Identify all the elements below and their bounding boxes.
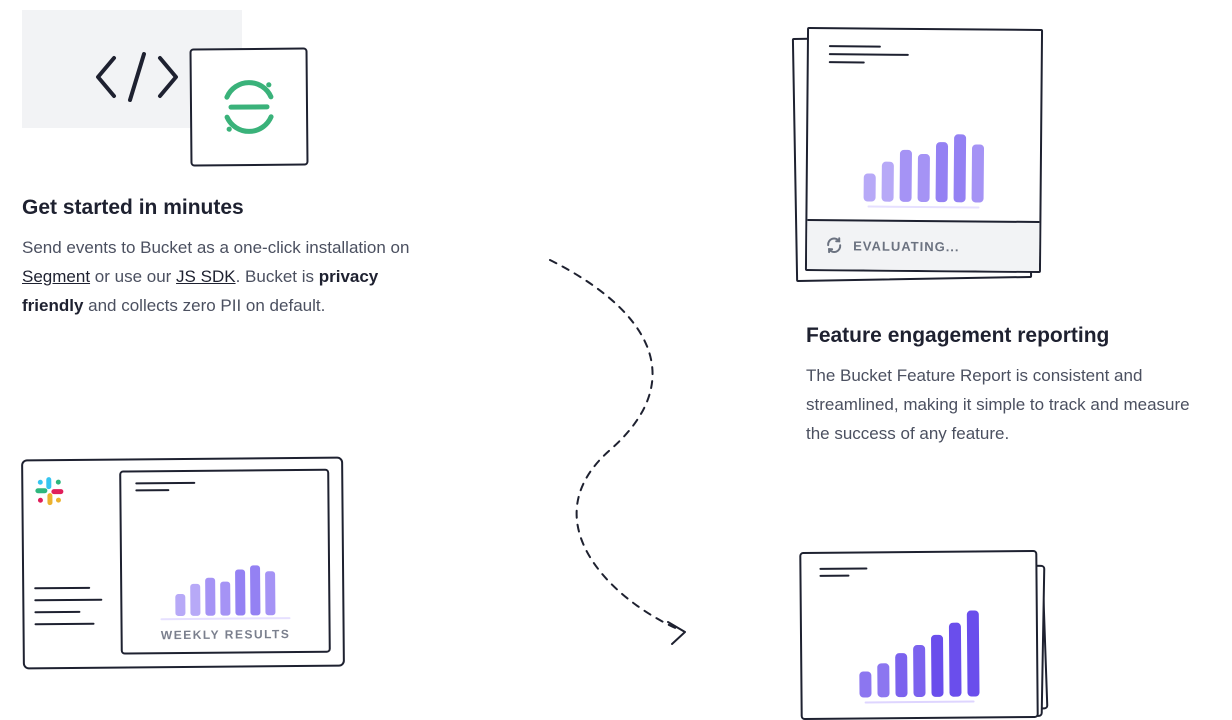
segment-icon: [215, 73, 284, 142]
left-body: Send events to Bucket as a one-click ins…: [22, 234, 442, 321]
slack-icon: [33, 475, 65, 507]
flow-arrow: [490, 250, 730, 650]
right-heading: Feature engagement reporting: [806, 324, 1208, 348]
icon-cluster: [22, 10, 442, 160]
body-text: or use our: [90, 267, 176, 286]
slack-card: WEEKLY RESULTS: [21, 457, 345, 670]
report-footer: EVALUATING...: [807, 219, 1039, 271]
segment-link[interactable]: Segment: [22, 267, 90, 286]
weekly-results-label: WEEKLY RESULTS: [123, 627, 329, 653]
right-body: The Bucket Feature Report is consistent …: [806, 362, 1208, 449]
body-text: Send events to Bucket as a one-click ins…: [22, 238, 409, 257]
left-heading: Get started in minutes: [22, 196, 442, 220]
slack-inner-card: WEEKLY RESULTS: [119, 469, 331, 655]
body-text: and collects zero PII on default.: [83, 296, 325, 315]
evaluating-label: EVALUATING...: [853, 238, 960, 254]
report-header-lines: [809, 29, 1041, 71]
segment-logo-card: [189, 47, 308, 166]
report-illustration: EVALUATING...: [806, 28, 1042, 272]
refresh-icon: [825, 236, 843, 254]
report-chart: [807, 69, 1040, 217]
stack-chart: [802, 580, 1037, 708]
code-icon: [94, 52, 180, 102]
slack-chart: [121, 495, 328, 623]
js-sdk-link[interactable]: JS SDK: [176, 267, 236, 286]
slack-sidebar: [23, 461, 121, 668]
body-text: . Bucket is: [236, 267, 319, 286]
